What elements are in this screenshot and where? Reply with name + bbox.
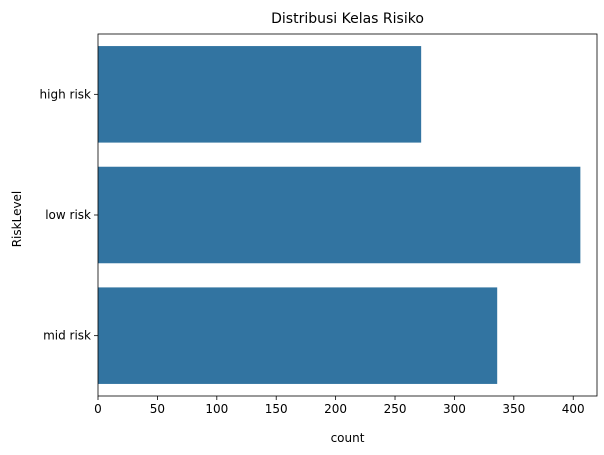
x-tick-label-200: 200 (324, 402, 347, 416)
x-axis-ticks: 0 50 100 150 200 250 300 350 400 (94, 396, 585, 416)
y-tick-label-low-risk: low risk (45, 208, 91, 222)
y-tick-label-mid-risk: mid risk (43, 329, 91, 343)
y-tick-label-high-risk: high risk (40, 87, 91, 101)
x-tick-label-300: 300 (443, 402, 466, 416)
bar-mid-risk (98, 287, 498, 384)
chart-title: Distribusi Kelas Risiko (271, 11, 424, 27)
x-tick-label-100: 100 (205, 402, 228, 416)
bar-high-risk (98, 46, 422, 143)
bar-low-risk (98, 166, 581, 264)
x-tick-label-400: 400 (562, 402, 585, 416)
x-axis-label: count (331, 431, 365, 445)
x-tick-label-350: 350 (502, 402, 525, 416)
y-axis-label: RiskLevel (10, 191, 24, 248)
bars-layer (98, 46, 581, 384)
y-axis-ticks: high risk low risk mid risk (40, 87, 98, 343)
x-tick-label-0: 0 (94, 402, 102, 416)
x-tick-label-250: 250 (384, 402, 407, 416)
x-tick-label-50: 50 (150, 402, 165, 416)
x-tick-label-150: 150 (265, 402, 288, 416)
